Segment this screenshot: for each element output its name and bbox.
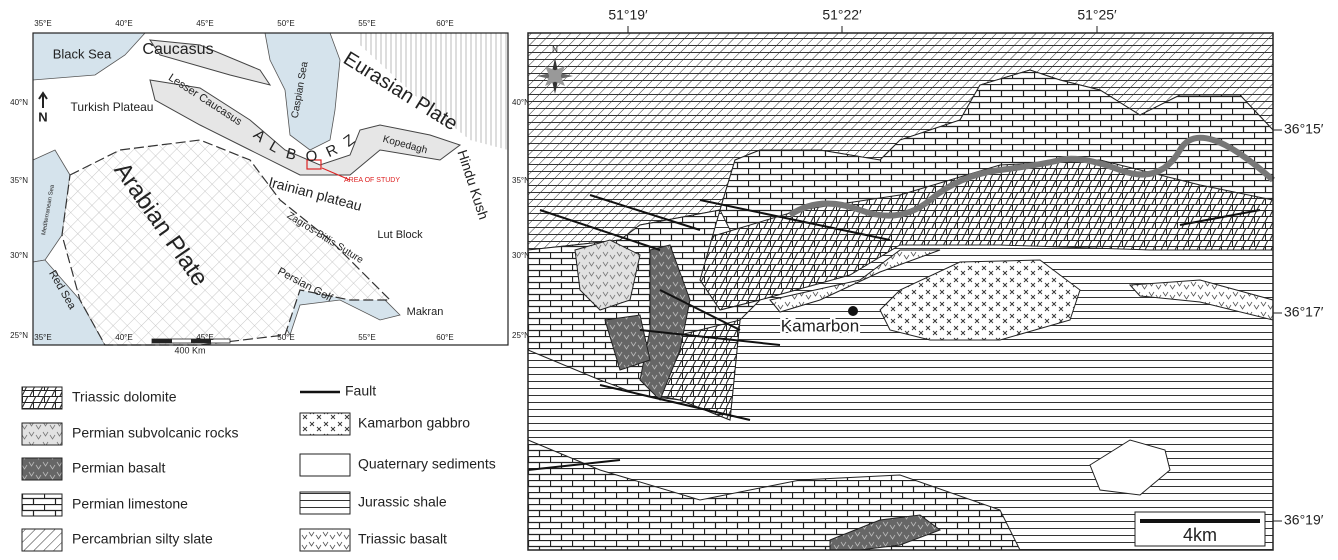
legend-swatch <box>300 529 350 551</box>
legend-label: Triassic dolomite <box>72 389 177 405</box>
lon-tick: 45°E <box>196 333 213 342</box>
label: Makran <box>407 306 444 318</box>
legend-label: Jurassic shale <box>358 494 447 510</box>
legend-label: Permian subvolcanic rocks <box>72 425 239 441</box>
lon-tick: 40°E <box>115 19 132 28</box>
lon-tick: 50°E <box>277 333 294 342</box>
north-label: N <box>38 109 47 124</box>
scale-label: 400 Km <box>174 345 205 355</box>
lat-tick: 40°N <box>10 98 28 107</box>
legend-label: Permian limestone <box>72 496 188 512</box>
north-label: N <box>552 45 558 54</box>
lon-tick: 60°E <box>436 333 453 342</box>
lon-tick: 40°E <box>115 333 132 342</box>
lon-tick: 51°25′ <box>1077 7 1117 23</box>
kamarbon-site <box>848 306 858 316</box>
lat-tick: 30°N <box>10 251 28 260</box>
lon-tick: 35°E <box>34 19 51 28</box>
figure: Black Sea Caucasus Caspian Sea Eurasian … <box>0 0 1338 560</box>
scale-bar: 400 Km <box>152 339 230 355</box>
lon-tick: 35°E <box>34 333 51 342</box>
label: AREA OF STUDY <box>344 177 400 184</box>
inset-map: Black Sea Caucasus Caspian Sea Eurasian … <box>10 19 530 355</box>
detail-map: Kamarbon 4km N 51°19′ 51°22′ 51°25′ 36°15′ 3… <box>528 7 1324 550</box>
label: Black Sea <box>53 46 112 61</box>
legend-label: Triassic basalt <box>358 531 447 547</box>
legend-swatch <box>300 492 350 514</box>
legend: Triassic dolomite Permian subvolcanic roc… <box>22 383 496 551</box>
lon-tick: 51°22′ <box>822 7 862 23</box>
legend-swatch <box>22 494 62 516</box>
legend-swatch <box>300 454 350 476</box>
label: Turkish Plateau <box>71 100 154 114</box>
legend-label: Percambrian silty slate <box>72 531 213 547</box>
legend-swatch <box>22 529 62 551</box>
place-label: Kamarbon <box>781 316 859 335</box>
legend-label: Quaternary sediments <box>358 456 496 472</box>
lon-tick: 51°19′ <box>608 7 648 23</box>
lat-tick: 36°19′ <box>1284 512 1324 528</box>
lon-tick: 50°E <box>277 19 294 28</box>
legend-swatch <box>300 413 350 435</box>
lon-tick: 45°E <box>196 19 213 28</box>
lat-tick: 35°N <box>10 176 28 185</box>
lat-tick: 25°N <box>10 331 28 340</box>
scale-label: 4km <box>1183 525 1217 545</box>
legend-label: Permian basalt <box>72 460 165 476</box>
label: Lut Block <box>377 229 423 241</box>
lat-tick: 36°17′ <box>1284 304 1324 320</box>
legend-label: Kamarbon gabbro <box>358 415 470 431</box>
legend-swatch <box>22 423 62 445</box>
lon-tick: 55°E <box>358 19 375 28</box>
legend-swatch <box>22 387 62 409</box>
legend-swatch <box>22 458 62 480</box>
lon-tick: 60°E <box>436 19 453 28</box>
label: Caucasus <box>142 41 213 58</box>
lat-tick: 36°15′ <box>1284 121 1324 137</box>
legend-label: Fault <box>345 383 376 399</box>
lon-tick: 55°E <box>358 333 375 342</box>
scale-bar: 4km <box>1135 512 1265 546</box>
